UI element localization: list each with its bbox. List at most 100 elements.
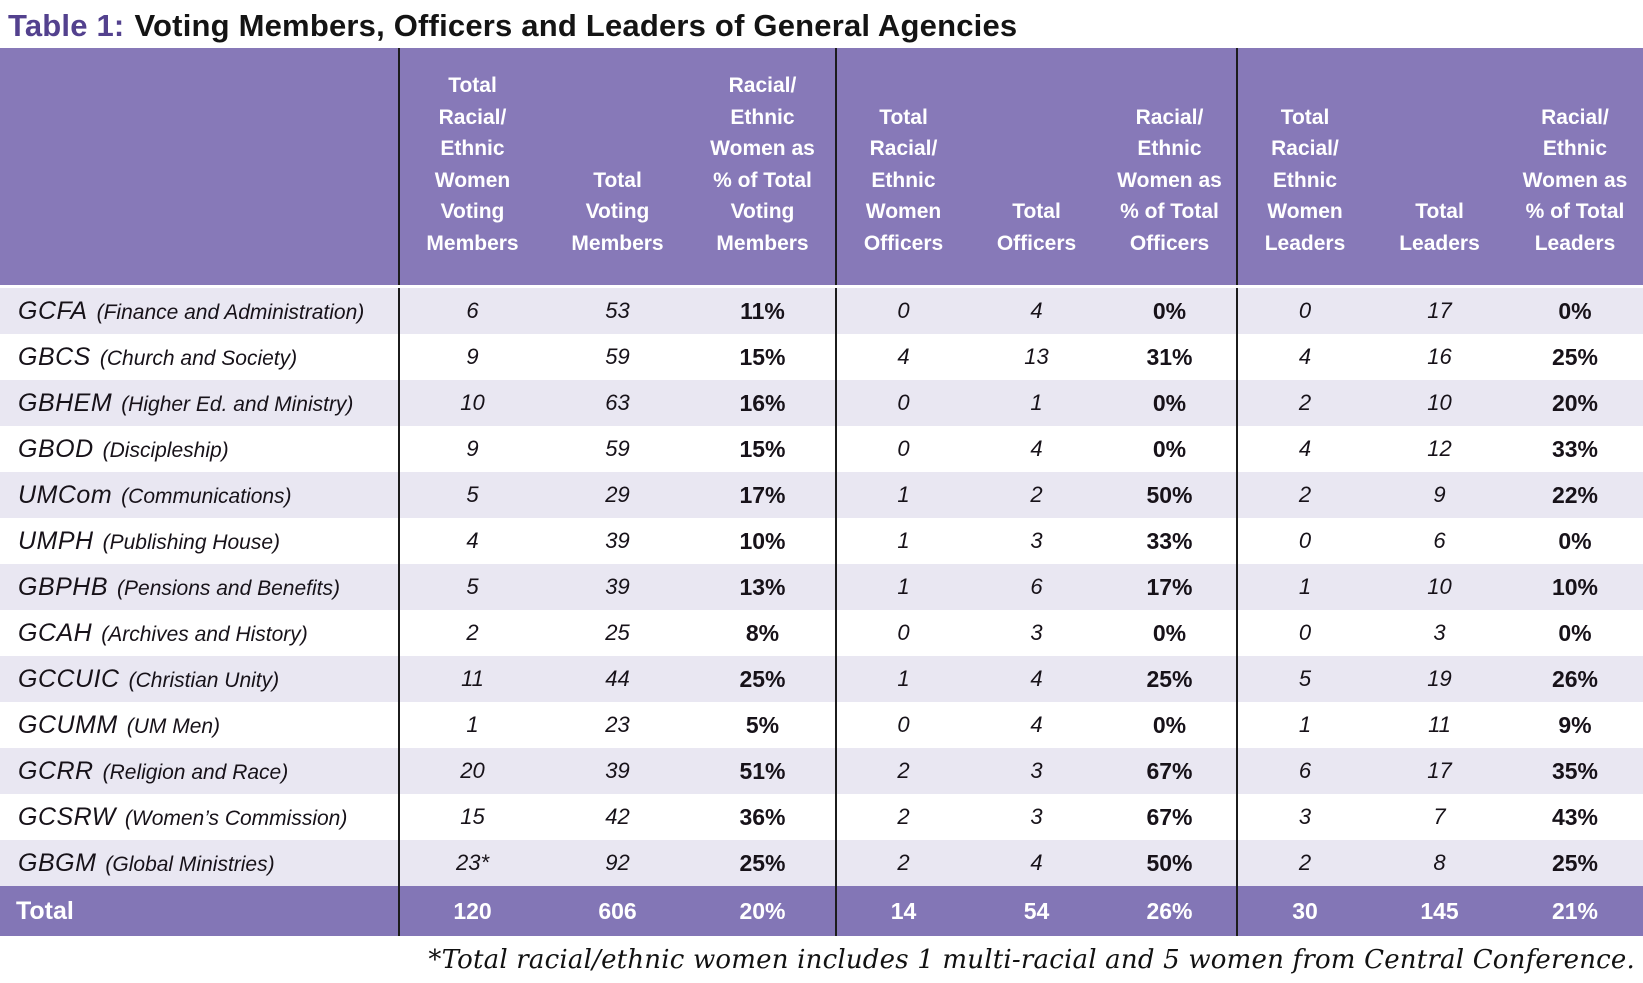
re-women-officers-cell: 0	[897, 620, 910, 645]
col-header-re-women-voting: Total Racial/ Ethnic Women Voting Member…	[399, 48, 545, 288]
col-header-re-women-leaders: Total Racial/ Ethnic Women Leaders	[1237, 48, 1372, 288]
pct-voting-cell: 11%	[690, 286, 837, 334]
pct-leaders-cell: 20%	[1551, 389, 1599, 416]
pct-voting-cell: 15%	[690, 334, 837, 380]
re-women-officers-cell: 1	[897, 574, 910, 599]
pct-leaders-cell: 35%	[1551, 757, 1599, 784]
re-women-leaders-cell: 5	[1298, 666, 1312, 691]
total-value-cell: 145	[1420, 897, 1459, 924]
re-women-leaders-cell: 0	[1298, 528, 1312, 553]
agency-acronym: GCUMM	[18, 710, 118, 739]
agency-description: (Women’s Commission)	[124, 806, 348, 830]
pct-voting-cell: 25%	[690, 840, 837, 886]
agency-description: (Pensions and Benefits)	[117, 576, 340, 600]
pct-officers-cell: 50%	[1103, 840, 1238, 886]
re-women-voting-cell: 15	[460, 804, 485, 829]
total-label: Total	[0, 886, 400, 936]
re-women-leaders-cell: 2	[1298, 482, 1312, 507]
re-women-leaders-cell: 6	[1298, 758, 1312, 783]
agency-label-cell: GCUMM (UM Men)	[0, 702, 400, 748]
total-value-cell: 30	[1292, 897, 1318, 924]
total-leaders-cell: 7	[1433, 804, 1446, 829]
corner-cell	[0, 48, 400, 288]
agency-label-cell: UMPH (Publishing House)	[0, 518, 400, 564]
total-value-cell: 606	[598, 897, 637, 924]
re-women-voting-cell: 2	[466, 620, 479, 645]
pct-leaders-cell: 33%	[1551, 435, 1599, 462]
re-women-voting-cell: 5	[466, 574, 479, 599]
re-women-voting-cell: 1	[466, 712, 479, 737]
agency-description: (Christian Unity)	[128, 668, 280, 692]
pct-officers-cell: 67%	[1103, 794, 1238, 840]
table-row: GBPHB (Pensions and Benefits) 5 39 13% 1 …	[0, 564, 1643, 610]
pct-leaders-cell: 26%	[1551, 665, 1599, 692]
re-women-officers-cell: 0	[897, 712, 910, 737]
table-row: UMPH (Publishing House) 4 39 10% 1 3 33% …	[0, 518, 1643, 564]
pct-officers-cell: 0%	[1103, 286, 1238, 334]
total-voting-cell: 59	[605, 436, 630, 461]
table-row: GCFA (Finance and Administration) 6 53 11…	[0, 286, 1643, 334]
total-officers-cell: 4	[1030, 712, 1043, 737]
re-women-voting-cell: 4	[466, 528, 479, 553]
pct-officers-cell: 67%	[1103, 748, 1238, 794]
agency-label-cell: GCSRW (Women’s Commission)	[0, 794, 400, 840]
total-value-cell: 54	[1023, 897, 1050, 924]
total-leaders-cell: 9	[1433, 482, 1446, 507]
agency-description: (UM Men)	[126, 714, 221, 738]
total-voting-cell: 39	[605, 528, 630, 553]
col-header-total-leaders: Total Leaders	[1372, 48, 1507, 288]
total-officers-cell: 3	[1030, 758, 1043, 783]
total-leaders-cell: 16	[1427, 344, 1452, 369]
total-leaders-cell: 10	[1427, 390, 1452, 415]
re-women-officers-cell: 0	[897, 390, 910, 415]
pct-voting-cell: 51%	[690, 748, 837, 794]
table-row: GBHEM (Higher Ed. and Ministry) 10 63 16%…	[0, 380, 1643, 426]
re-women-officers-cell: 2	[897, 850, 910, 875]
agency-label-cell: UMCom (Communications)	[0, 472, 400, 518]
total-officers-cell: 4	[1030, 850, 1043, 875]
table-row: GBOD (Discipleship) 9 59 15% 0 4 0% 4 12 …	[0, 426, 1643, 472]
table-row: GCSRW (Women’s Commission) 15 42 36% 2 3 …	[0, 794, 1643, 840]
agency-description: (Global Ministries)	[105, 852, 275, 876]
re-women-leaders-cell: 4	[1298, 344, 1312, 369]
table-footer: Total 120 606 20% 14 54 26% 30 145 21%	[0, 886, 1643, 936]
col-header-pct-voting: Racial/ Ethnic Women as % of Total Votin…	[690, 48, 837, 288]
col-header-total-officers: Total Officers	[970, 48, 1103, 288]
total-voting-cell: 29	[605, 482, 630, 507]
re-women-leaders-cell: 3	[1298, 804, 1312, 829]
pct-leaders-cell: 0%	[1558, 297, 1592, 324]
re-women-leaders-cell: 2	[1298, 390, 1312, 415]
total-voting-cell: 23	[605, 712, 630, 737]
table-header: Total Racial/ Ethnic Women Voting Member…	[0, 48, 1643, 288]
footnote: *Total racial/ethnic women includes 1 mu…	[428, 945, 1635, 975]
pct-voting-cell: 10%	[690, 518, 837, 564]
total-leaders-cell: 11	[1428, 712, 1451, 737]
table-row: GCUMM (UM Men) 1 23 5% 0 4 0% 1 11 9%	[0, 702, 1643, 748]
re-women-leaders-cell: 4	[1298, 436, 1312, 461]
total-voting-cell: 39	[605, 758, 630, 783]
total-officers-cell: 3	[1030, 804, 1043, 829]
agency-label-cell: GBPHB (Pensions and Benefits)	[0, 564, 400, 610]
agency-description: (Communications)	[121, 484, 292, 508]
agency-acronym: GBOD	[18, 434, 94, 463]
agency-acronym: GBHEM	[18, 388, 113, 417]
re-women-voting-cell: 23*	[455, 850, 490, 875]
re-women-voting-cell: 20	[460, 758, 485, 783]
total-value-cell: 14	[890, 897, 917, 924]
total-voting-cell: 59	[605, 344, 630, 369]
pct-leaders-cell: 25%	[1551, 849, 1599, 876]
total-officers-cell: 2	[1030, 482, 1043, 507]
agency-label-cell: GCCUIC (Christian Unity)	[0, 656, 400, 702]
col-header-total-voting: Total Voting Members	[545, 48, 690, 288]
pct-voting-cell: 8%	[690, 610, 837, 656]
pct-voting-cell: 25%	[690, 656, 837, 702]
col-header-pct-leaders: Racial/ Ethnic Women as % of Total Leade…	[1507, 48, 1643, 288]
re-women-leaders-cell: 2	[1298, 850, 1312, 875]
agency-acronym: UMPH	[18, 526, 94, 555]
pct-voting-cell: 36%	[690, 794, 837, 840]
re-women-voting-cell: 6	[466, 298, 479, 323]
total-percent-cell: 20%	[690, 886, 837, 936]
total-percent-cell: 21%	[1551, 897, 1599, 924]
total-officers-cell: 4	[1030, 298, 1043, 323]
agency-description: (Church and Society)	[99, 346, 298, 370]
